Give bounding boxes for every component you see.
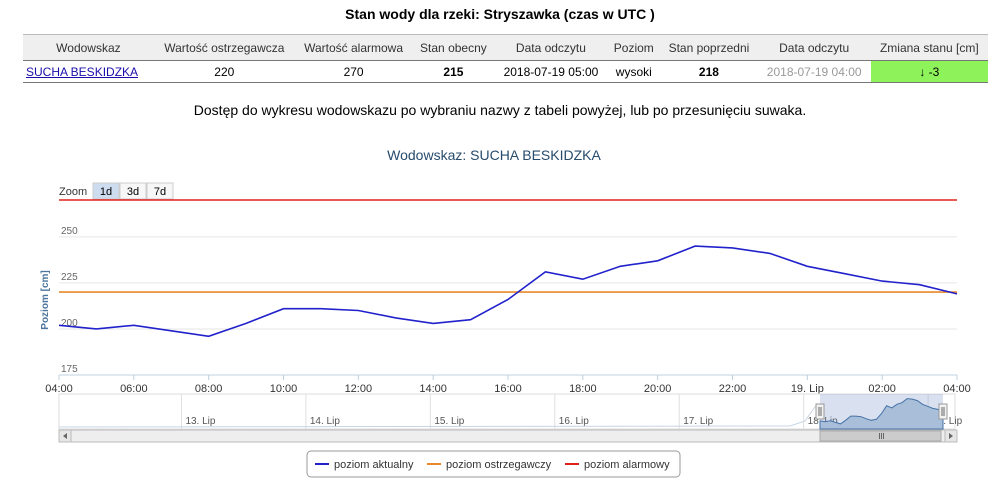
navigator-label: 15. Lip: [434, 416, 464, 427]
table-row: SUCHA BESKIDZKA 220 270 215 2018-07-19 0…: [23, 60, 988, 83]
navigator-area[interactable]: [58, 393, 956, 430]
x-tick-label: 22:00: [719, 383, 747, 395]
page-title: Stan wody dla rzeki: Stryszawka (czas w …: [345, 6, 655, 22]
zoom-label: Zoom: [59, 186, 87, 198]
zoom-button-1d[interactable]: 1d: [92, 182, 120, 200]
legend-label[interactable]: poziom ostrzegawczy: [446, 459, 552, 471]
zoom-button-bg[interactable]: [92, 182, 120, 200]
navigator-label: 13. Lip: [185, 416, 215, 427]
y-tick-label: 250: [61, 226, 78, 237]
col-header-change[interactable]: Zmiana stanu [cm]: [870, 34, 988, 61]
x-axis-ticks: 04:00 06:00 08:00 10:00 12:00 14:00 16:00 18:00…: [45, 375, 971, 395]
arrow-left-icon: [63, 433, 67, 439]
navigator-label: 16. Lip: [559, 416, 589, 427]
x-tick-label: 12:00: [345, 383, 373, 395]
navigator-left-handle[interactable]: [815, 403, 825, 420]
y-tick-label: 225: [61, 272, 78, 283]
navigator-label: 19. Lip: [932, 416, 962, 427]
zoom-button-bg[interactable]: [146, 182, 174, 200]
navigator-series-area: [819, 398, 944, 430]
table-header-row: Wodowskaz Wartość ostrzegawcza Wartość a…: [23, 34, 988, 61]
navigator-label: 14. Lip: [310, 416, 340, 427]
level-value: wysoki: [607, 60, 661, 83]
legend-label[interactable]: poziom alarmowy: [584, 459, 670, 471]
col-header-previous-date[interactable]: Data odczytu: [757, 34, 871, 61]
x-tick-label: 10:00: [270, 383, 298, 395]
zoom-button-label[interactable]: 3d: [127, 186, 139, 198]
gauge-link[interactable]: SUCHA BESKIDZKA: [26, 64, 139, 79]
zoom-button-label[interactable]: 1d: [100, 186, 112, 198]
x-tick-label: 08:00: [195, 383, 223, 395]
col-header-previous[interactable]: Stan poprzedni: [660, 34, 758, 61]
x-tick-label: 06:00: [120, 383, 148, 395]
y-axis-label: Poziom [cm]: [40, 270, 51, 329]
legend-box: [306, 450, 681, 478]
zoom-button-label[interactable]: 7d: [154, 186, 166, 198]
gauge-table: Wodowskaz Wartość ostrzegawcza Wartość a…: [23, 34, 988, 83]
warning-value: 220: [153, 60, 295, 83]
col-header-current-date[interactable]: Data odczytu: [494, 34, 608, 61]
chart-lines: [58, 199, 958, 338]
legend-item-1[interactable]: poziom aktualny: [315, 459, 414, 471]
x-tick-label: 20:00: [644, 383, 672, 395]
x-tick-label: 14:00: [419, 383, 447, 395]
col-header-current[interactable]: Stan obecny: [412, 34, 495, 61]
alarm-value: 270: [294, 60, 413, 83]
x-tick-label: 16:00: [494, 383, 522, 395]
y-axis-ticks: 175 200 225 250: [61, 226, 78, 375]
col-header-gauge[interactable]: Wodowskaz: [23, 34, 154, 61]
change-value: ↓ -3: [870, 60, 988, 83]
legend-item-2[interactable]: poziom ostrzegawczy: [427, 459, 552, 471]
zoom-buttons: 1d 3d 7d: [92, 182, 174, 200]
y-tick-label: 200: [61, 318, 78, 329]
x-tick-label: 02:00: [868, 383, 896, 395]
x-tick-label: 19. Lip: [791, 383, 824, 395]
scrollbar-thumb[interactable]: [819, 430, 942, 442]
col-header-warning[interactable]: Wartość ostrzegawcza: [153, 34, 295, 61]
x-tick-label: 04:00: [45, 383, 73, 395]
legend: poziom aktualny poziom ostrzegawczy poziom…: [315, 459, 670, 471]
y-tick-label: 175: [61, 364, 78, 375]
legend-item-3[interactable]: poziom alarmowy: [565, 459, 670, 471]
handle-body[interactable]: [938, 403, 948, 420]
navigator-right-handle[interactable]: [938, 403, 948, 420]
navigator-label: 17. Lip: [683, 416, 713, 427]
x-tick-label: 18:00: [569, 383, 597, 395]
chart-grid: [59, 236, 957, 376]
zoom-button-bg[interactable]: [119, 182, 147, 200]
previous-value: 218: [660, 60, 758, 83]
col-header-alarm[interactable]: Wartość alarmowa: [294, 34, 413, 61]
legend-label[interactable]: poziom aktualny: [334, 459, 414, 471]
zoom-button-3d[interactable]: 3d: [119, 182, 147, 200]
x-tick-label: 04:00: [943, 383, 971, 395]
arrow-right-icon: [949, 433, 953, 439]
chart-title: Wodowskaz: SUCHA BESKIDZKA: [387, 147, 601, 163]
hint-text: Dostęp do wykresu wodowskazu po wybraniu…: [193, 102, 807, 118]
water-level-chart: Wodowskaz: SUCHA BESKIDZKA Zoom 1d 3d 7d 1…: [40, 147, 971, 478]
zoom-button-7d[interactable]: 7d: [146, 182, 174, 200]
series-line-1: [58, 245, 958, 338]
gauge-name-cell: SUCHA BESKIDZKA: [23, 60, 154, 83]
handle-body[interactable]: [815, 403, 825, 420]
col-header-level[interactable]: Poziom: [607, 34, 661, 61]
current-value: 215: [412, 60, 495, 83]
previous-date: 2018-07-19 04:00: [757, 60, 871, 83]
current-date: 2018-07-19 05:00: [494, 60, 608, 83]
